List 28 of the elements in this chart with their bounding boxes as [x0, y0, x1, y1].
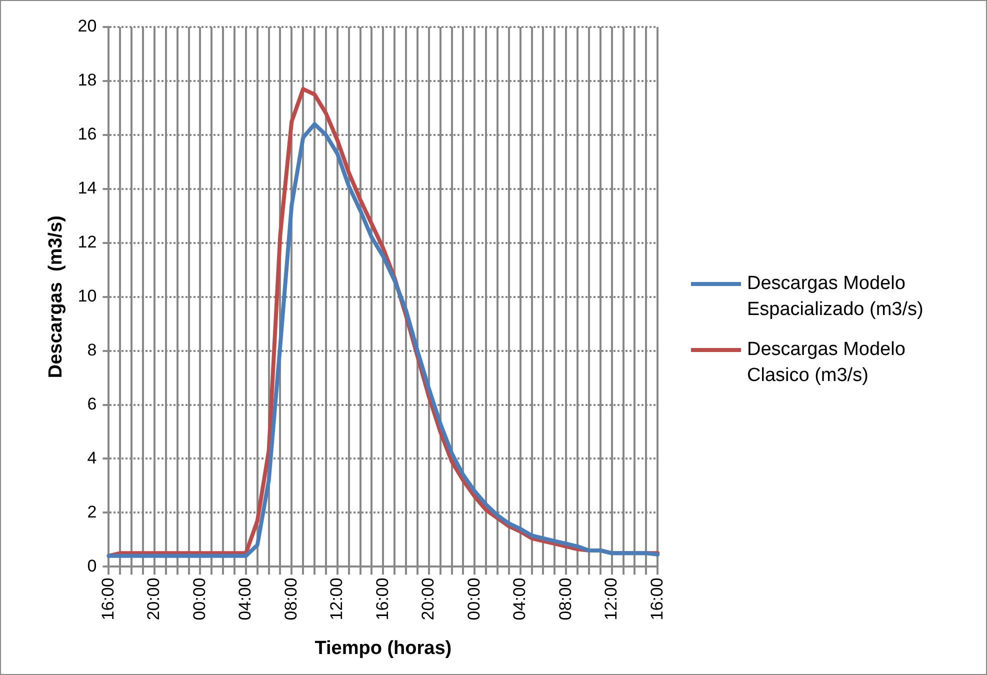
x-tick-label: 08:00	[281, 578, 300, 620]
y-tick-label: 14	[78, 178, 97, 198]
x-tick-label: 16:00	[372, 578, 392, 620]
x-tick-label: 12:00	[327, 578, 346, 620]
x-tick-label: 00:00	[190, 578, 209, 620]
y-tick-label: 12	[78, 232, 97, 252]
x-tick-label: 04:00	[510, 578, 530, 620]
x-axis-title: Tiempo (horas)	[314, 638, 452, 659]
y-tick-label: 10	[78, 286, 97, 306]
y-tick-label: 18	[78, 70, 97, 90]
x-tick-label: 20:00	[418, 578, 438, 620]
y-tick-label: 20	[78, 16, 97, 36]
legend-label: Descargas Modelo Espacializado (m3/s)	[747, 272, 924, 322]
y-tick-label: 6	[87, 394, 97, 414]
y-tick-label: 8	[87, 340, 97, 360]
x-tick-label: 08:00	[556, 578, 575, 620]
x-tick-label: 04:00	[236, 578, 255, 620]
x-tick-label: 16:00	[647, 578, 666, 620]
y-tick-label: 16	[78, 124, 97, 144]
y-tick-label: 2	[87, 502, 97, 522]
y-axis-title: Descargas (m3/s)	[46, 216, 67, 378]
x-tick-label: 12:00	[602, 578, 621, 620]
x-tick-label: 20:00	[144, 578, 164, 620]
x-tick-label: 16:00	[98, 578, 118, 620]
y-tick-label: 4	[87, 448, 97, 468]
y-tick-label: 0	[87, 556, 97, 576]
legend-label: Descargas Modelo Clasico (m3/s)	[747, 338, 906, 388]
x-tick-label: 00:00	[464, 578, 484, 620]
